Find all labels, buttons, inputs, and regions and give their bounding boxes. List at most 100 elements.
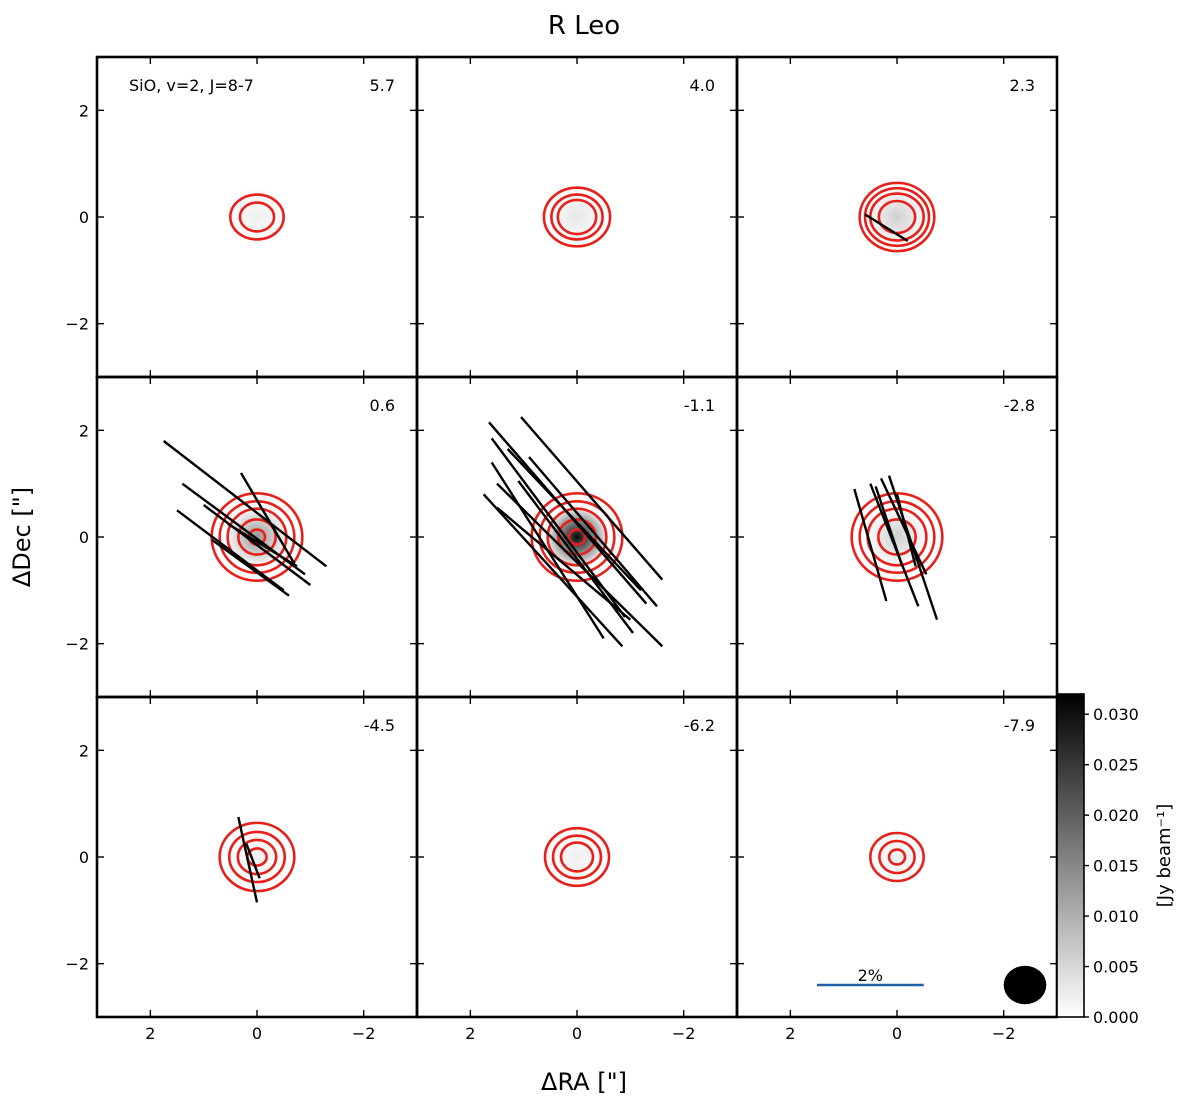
y-tick-label: −2 [65, 955, 89, 974]
colorbar-gradient [1057, 694, 1084, 1017]
channel-panel: 2 0 −2 5.7 SiO, v=2, J=8-7 [65, 55, 419, 379]
y-tick-label: −2 [65, 635, 89, 654]
colorbar: 0.000 0.005 0.010 0.015 0.020 0.025 0.030 [Jy b… [1056, 693, 1175, 1027]
intensity-contour [850, 491, 944, 583]
x-tick-label: 2 [785, 1024, 795, 1043]
intensity-contour [551, 834, 603, 880]
y-axis-label: ΔDec ["] [8, 487, 36, 587]
polarization-vector [210, 538, 290, 597]
intensity-contour [556, 198, 598, 236]
x-tick-label: −2 [992, 1024, 1016, 1043]
x-tick-label: 0 [892, 1024, 902, 1043]
channel-panel: -2.8 [735, 375, 1059, 699]
scale-bar-label: 2% [858, 966, 883, 985]
channel-panel: 2.3 [735, 55, 1059, 379]
x-tick-label: 0 [252, 1024, 262, 1043]
channel-panel: 2 0 −2 2 0 −2 -4.5 [65, 695, 419, 1043]
figure-title: R Leo [548, 11, 620, 41]
emission-map [545, 186, 609, 248]
beam-ellipse [1003, 965, 1047, 1005]
x-tick-label: −2 [672, 1024, 696, 1043]
colorbar-tick-label: 0.030 [1093, 705, 1139, 724]
intensity-contour [546, 507, 608, 567]
channel-panel: 4.0 [415, 55, 739, 379]
line-label: SiO, v=2, J=8-7 [129, 76, 254, 95]
intensity-contour [887, 848, 907, 866]
emission-map [865, 186, 929, 248]
colorbar-tick-label: 0.010 [1093, 907, 1139, 926]
intensity-contour [567, 528, 587, 546]
x-tick-label: −2 [352, 1024, 376, 1043]
intensity-contour [543, 826, 611, 888]
colorbar-tick-label: 0.005 [1093, 958, 1139, 977]
velocity-label: -1.1 [684, 396, 715, 415]
intensity-contour [559, 841, 595, 873]
emission-map [865, 826, 929, 888]
x-tick-label: 2 [465, 1024, 475, 1043]
colorbar-frame [1056, 693, 1085, 1018]
channel-panel: 2 0 −2 -7.9 2% [735, 695, 1059, 1043]
polarization-vector [202, 504, 312, 586]
intensity-contour [227, 830, 287, 884]
polarization-vector [879, 477, 928, 575]
polarization-vector [520, 416, 664, 581]
velocity-label: 2.3 [1010, 76, 1035, 95]
colorbar-tick-label: 0.025 [1093, 756, 1139, 775]
colorbar-label: [Jy beam⁻¹] [1154, 804, 1175, 908]
emission-map [225, 186, 289, 248]
polarization-vector [227, 522, 298, 568]
y-tick-label: 2 [79, 101, 89, 120]
polarization-vector [887, 475, 939, 621]
polarization-vector [874, 485, 904, 567]
emission-map [545, 506, 609, 568]
x-tick-label: 2 [145, 1024, 155, 1043]
polarization-vector [496, 482, 664, 648]
polarization-vector [482, 493, 624, 648]
polarization-vector [895, 494, 917, 567]
polarization-vector [176, 509, 285, 592]
polarization-vector [506, 448, 642, 592]
x-tick-label: 0 [572, 1024, 582, 1043]
polarization-vector [162, 440, 328, 568]
panel-grid: 2 0 −2 5.7 SiO, v=2, J=8-7 4.0 2.3 2 0 −2 0.6 -1.1 -… [65, 55, 1059, 1043]
polarization-vector [853, 488, 888, 602]
channel-panel: -1.1 [415, 375, 739, 699]
velocity-label: 0.6 [370, 396, 395, 415]
intensity-contour [238, 201, 276, 233]
x-axis-label: ΔRA ["] [541, 1068, 627, 1096]
emission-map [225, 826, 289, 888]
y-tick-label: −2 [65, 315, 89, 334]
intensity-contour [237, 518, 277, 556]
polarization-vector [528, 456, 658, 608]
y-tick-label: 0 [79, 848, 89, 867]
intensity-contour [869, 831, 925, 883]
intensity-contour [218, 821, 296, 893]
intensity-contour [858, 181, 936, 253]
velocity-label: 4.0 [690, 76, 715, 95]
channel-panel: 2 0 −2 -6.2 [415, 695, 739, 1043]
y-tick-label: 2 [79, 741, 89, 760]
polarization-vector [517, 480, 634, 634]
colorbar-tick-label: 0.020 [1093, 806, 1139, 825]
polarization-vector [239, 472, 296, 565]
velocity-label: -2.8 [1004, 396, 1035, 415]
polarization-vector [864, 213, 909, 243]
velocity-label: -7.9 [1004, 716, 1035, 735]
velocity-label: 5.7 [370, 76, 395, 95]
colorbar-tick-label: 0.015 [1093, 857, 1139, 876]
intensity-contour [550, 193, 604, 241]
intensity-contour [863, 186, 931, 248]
y-tick-label: 0 [79, 208, 89, 227]
intensity-contour [229, 193, 285, 241]
intensity-contour [878, 839, 916, 875]
colorbar-tick-label: 0.000 [1093, 1008, 1139, 1027]
y-tick-label: 0 [79, 528, 89, 547]
polarization-vector [237, 816, 259, 903]
velocity-label: -6.2 [684, 716, 715, 735]
velocity-label: -4.5 [364, 716, 395, 735]
channel-panel: 2 0 −2 0.6 [65, 375, 419, 699]
intensity-contour [542, 186, 612, 248]
polarization-vector [245, 843, 261, 879]
y-tick-label: 2 [79, 421, 89, 440]
